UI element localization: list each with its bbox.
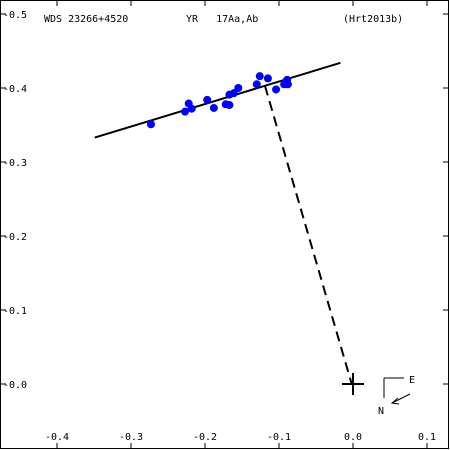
x-tick-label: 0.0 — [344, 432, 362, 443]
y-tick-label: -0.0 — [3, 380, 27, 391]
data-point — [272, 85, 281, 94]
data-point — [225, 101, 234, 110]
y-tick-label: -0.3 — [3, 158, 27, 169]
y-tick-label: -0.5 — [3, 10, 27, 21]
data-point — [252, 80, 261, 89]
data-point — [229, 89, 238, 98]
x-tick-label: -0.2 — [193, 432, 217, 443]
x-tick-label: -0.1 — [267, 432, 291, 443]
x-tick-label: -0.3 — [119, 432, 143, 443]
discoverer-label: YR 17Aa,Ab — [186, 14, 258, 25]
data-points — [146, 72, 292, 129]
motion-arrow-shaft — [391, 393, 411, 404]
y-tick-label: -0.1 — [3, 306, 27, 317]
data-point — [146, 120, 155, 129]
x-tick-label: 0.1 — [418, 432, 436, 443]
compass-indicator: E N — [378, 375, 415, 417]
plot-lines — [94, 61, 353, 384]
primary-star-marker — [342, 373, 364, 395]
data-point — [209, 103, 218, 112]
y-tick-label: -0.2 — [3, 232, 27, 243]
y-tick-label: -0.4 — [3, 84, 27, 95]
data-point — [283, 80, 292, 89]
data-point — [263, 74, 272, 83]
orbit-fit-line — [94, 61, 341, 139]
motion-arrow-head — [390, 397, 400, 405]
periastron-connector-line — [263, 85, 353, 384]
data-point — [187, 104, 196, 113]
wds-id-label: WDS 23266+4520 — [44, 14, 128, 25]
x-tick-label: -0.4 — [45, 432, 69, 443]
compass-east-label: E — [409, 375, 415, 386]
data-point — [181, 107, 190, 116]
data-point — [234, 84, 243, 92]
data-point — [255, 72, 264, 81]
data-point — [203, 95, 212, 104]
reference-label: (Hrt2013b) — [343, 14, 403, 25]
compass-north-label: N — [378, 406, 384, 417]
